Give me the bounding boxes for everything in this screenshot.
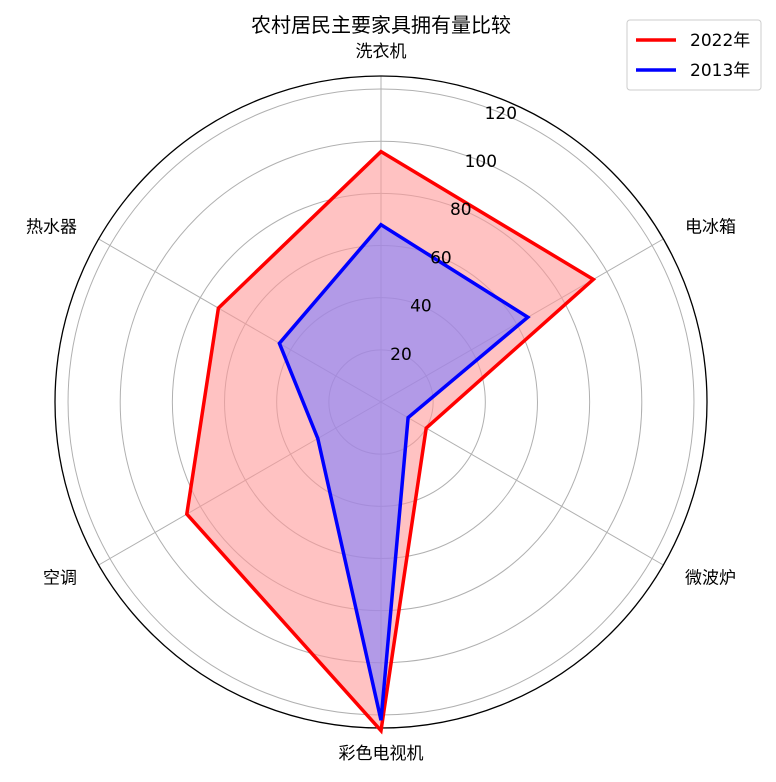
legend-frame bbox=[626, 19, 762, 91]
category-label-3: 彩色电视机 bbox=[339, 744, 424, 764]
spoke-2 bbox=[380, 401, 664, 566]
category-label-0: 洗衣机 bbox=[356, 42, 407, 62]
radial-tick-80: 80 bbox=[450, 200, 472, 220]
legend-label-2022: 2022年 bbox=[690, 31, 750, 51]
category-label-5: 热水器 bbox=[26, 218, 77, 238]
radial-tick-40: 40 bbox=[410, 297, 432, 317]
radial-tick-20: 20 bbox=[390, 345, 412, 365]
category-label-2: 微波炉 bbox=[685, 569, 736, 589]
radial-tick-60: 60 bbox=[430, 248, 452, 268]
category-label-4: 空调 bbox=[43, 569, 77, 589]
series-line-0 bbox=[184, 149, 597, 735]
category-label-1: 电冰箱 bbox=[685, 218, 736, 238]
legend-label-2013: 2013年 bbox=[690, 61, 750, 81]
series-line-1 bbox=[277, 222, 531, 721]
radial-tick-100: 100 bbox=[465, 152, 497, 172]
series-area-1 bbox=[279, 224, 528, 721]
radial-tick-labels: 20 40 60 80 100 120 bbox=[390, 104, 517, 365]
radar-series bbox=[184, 149, 597, 735]
legend: 2022年 2013年 bbox=[626, 19, 762, 91]
chart-title: 农村居民主要家具拥有量比较 bbox=[251, 13, 511, 37]
radial-tick-120: 120 bbox=[485, 104, 517, 124]
